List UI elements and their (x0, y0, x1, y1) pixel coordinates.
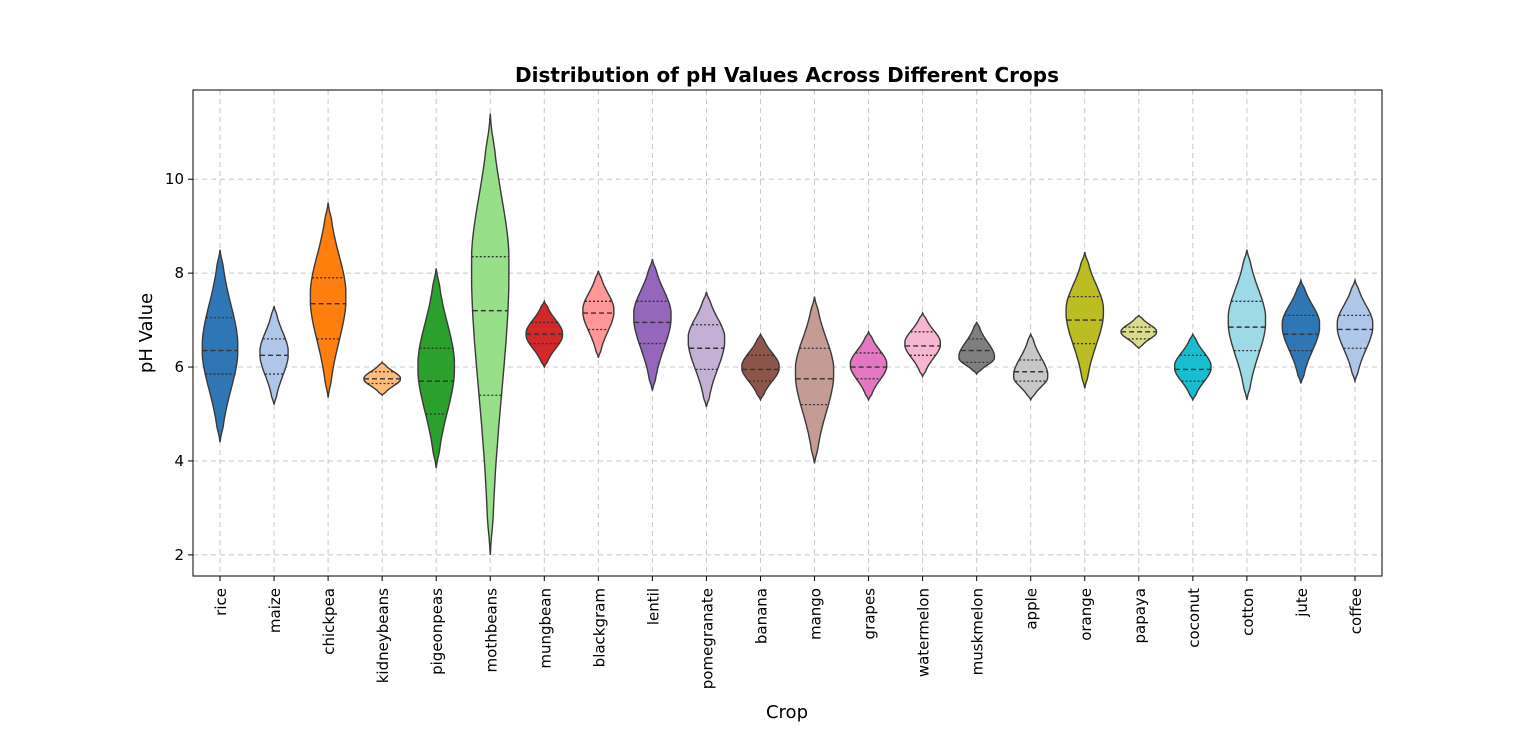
violin-body (794, 296, 835, 464)
x-tick-label: chickpea (320, 588, 338, 655)
x-axis-label: Crop (766, 702, 808, 723)
x-tick-label: papaya (1131, 588, 1149, 644)
x-tick-label: lentil (644, 588, 662, 625)
y-axis-label: pH Value (136, 293, 157, 373)
violin-rice (201, 249, 239, 443)
x-tick-label: blackgram (590, 588, 608, 667)
violin-body (470, 113, 510, 555)
violin-grapes (849, 329, 888, 402)
violin-body (582, 270, 615, 358)
violin-mungbean (525, 299, 564, 369)
x-tick-label: grapes (861, 588, 879, 640)
x-tick-label: mungbean (536, 588, 554, 669)
plot-frame (192, 89, 1383, 577)
x-tick-label: orange (1077, 588, 1095, 641)
x-tick-label: mothbeans (482, 588, 500, 673)
violin-chickpea (309, 202, 347, 398)
y-tick-label: 8 (174, 264, 184, 282)
violin-body (741, 332, 780, 402)
x-tick-label: banana (752, 588, 770, 644)
x-tick-label: apple (1023, 588, 1041, 630)
violin-kidneybeans (363, 361, 401, 397)
violin-maize (259, 305, 289, 405)
violin-pigeonpeas (417, 268, 456, 469)
x-axis: rice maize chickpea kidneybeans pigeonpeas mo… (212, 576, 1365, 689)
x-tick-label: muskmelon (969, 588, 987, 675)
violin-mothbeans (470, 113, 510, 555)
chart-title: Distribution of pH Values Across Differe… (515, 63, 1059, 87)
violin-body (1336, 277, 1374, 384)
violin-cotton (1227, 249, 1267, 401)
grid (193, 90, 1382, 576)
violin-body (417, 268, 456, 469)
y-tick-label: 4 (174, 452, 184, 470)
violin-banana (741, 332, 780, 402)
violin-mango (794, 296, 835, 464)
y-tick-label: 6 (174, 358, 184, 376)
violin-coffee (1336, 277, 1374, 384)
violin-body (849, 329, 888, 402)
x-tick-label: jute (1293, 588, 1311, 618)
violin-pomegranate (687, 291, 726, 408)
violin-watermelon (904, 311, 941, 379)
y-tick-label: 10 (165, 170, 184, 188)
violin-body (309, 202, 347, 398)
violin-body (1174, 332, 1212, 402)
violin-body (904, 311, 941, 379)
violins (201, 113, 1374, 555)
violin-orange (1065, 251, 1105, 389)
violin-coconut (1174, 332, 1212, 402)
x-tick-label: watermelon (915, 588, 933, 677)
violin-apple (1013, 332, 1049, 402)
x-tick-label: pomegranate (698, 588, 716, 689)
violin-body (633, 258, 672, 391)
y-axis: 2 4 6 8 10 (165, 170, 193, 564)
violin-body (259, 305, 289, 405)
violin-body (1281, 277, 1321, 384)
violin-body (201, 249, 239, 443)
x-tick-label: mango (807, 588, 825, 640)
violin-jute (1281, 277, 1321, 384)
x-tick-label: pigeonpeas (428, 588, 446, 675)
violin-body (958, 320, 996, 376)
violin-body (1227, 249, 1267, 401)
violin-body (1013, 332, 1049, 402)
x-tick-label: rice (212, 588, 230, 616)
violin-body (687, 291, 726, 408)
violin-blackgram (582, 270, 615, 358)
y-tick-label: 2 (174, 546, 184, 564)
x-tick-label: maize (266, 588, 284, 633)
x-tick-label: coffee (1347, 588, 1365, 634)
x-tick-label: kidneybeans (374, 588, 392, 683)
violin-lentil (633, 258, 672, 391)
violin-papaya (1120, 314, 1158, 350)
x-tick-label: cotton (1239, 588, 1257, 636)
x-tick-label: coconut (1185, 588, 1203, 648)
violin-muskmelon (958, 320, 996, 376)
